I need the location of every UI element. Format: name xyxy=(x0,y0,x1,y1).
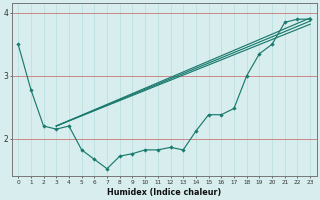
X-axis label: Humidex (Indice chaleur): Humidex (Indice chaleur) xyxy=(107,188,221,197)
